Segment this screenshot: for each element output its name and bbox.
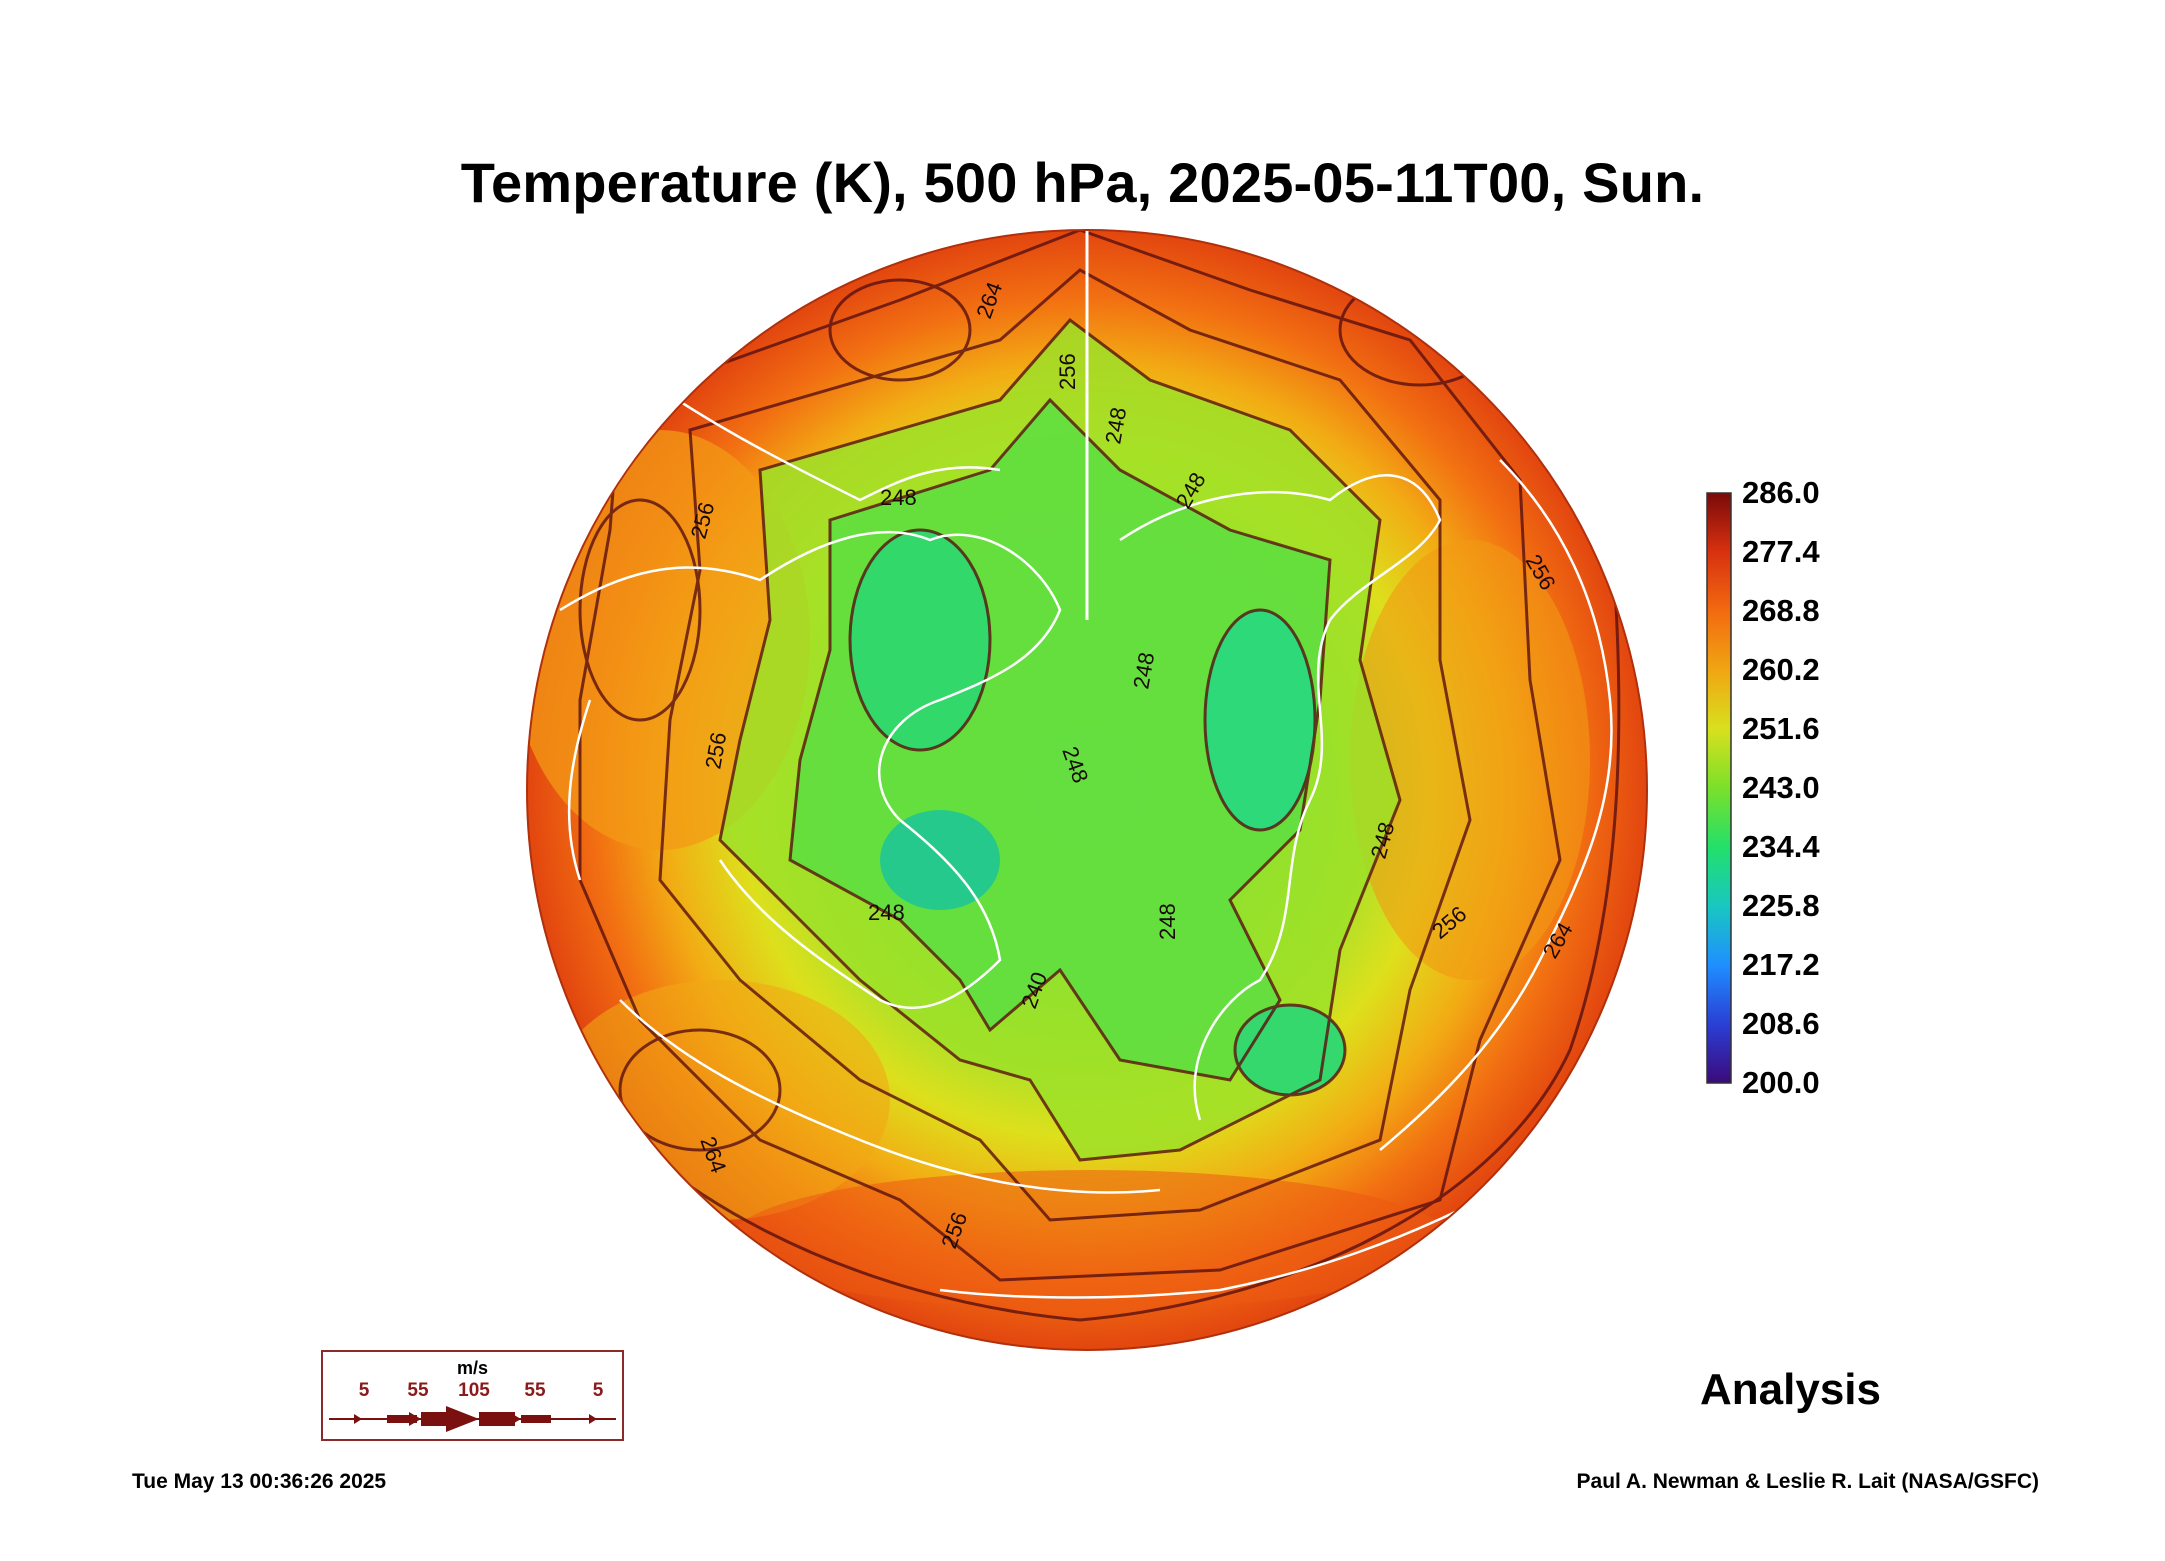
colorbar-tick-label: 243.0: [1742, 770, 1820, 805]
wind-legend-label: 5: [592, 1380, 604, 1401]
cold-core: [1205, 610, 1315, 830]
colorbar-tick-label: 268.8: [1742, 593, 1820, 628]
colorbar-tick-label: 208.6: [1742, 1006, 1820, 1041]
wind-legend-unit: m/s: [456, 1358, 489, 1378]
colorbar: [1706, 492, 1732, 1084]
cold-core: [880, 810, 1000, 910]
contour-label: 248: [1155, 903, 1180, 940]
wind-legend-label: 55: [524, 1380, 546, 1401]
product-label: Analysis: [1700, 1365, 1881, 1414]
contour-label: 248: [880, 485, 917, 510]
colorbar-tick-label: 260.2: [1742, 652, 1820, 687]
colorbar-tick-label: 225.8: [1742, 888, 1820, 923]
colorbar-tick-label: 234.4: [1742, 829, 1820, 864]
map-border: [526, 229, 1648, 1351]
wind-arrow-scale: [329, 1406, 616, 1432]
colorbar-tick-label: 251.6: [1742, 711, 1820, 746]
warm-band: [730, 1170, 1450, 1310]
wind-legend-label: 55: [407, 1380, 429, 1401]
colorbar-tick-label: 286.0: [1742, 475, 1820, 510]
wind-speed-legend: m/s 5 55 105 55 5: [321, 1350, 624, 1441]
chart-title: Temperature (K), 500 hPa, 2025-05-11T00,…: [460, 151, 1705, 214]
coastlines: [559, 358, 1613, 1299]
timestamp: Tue May 13 00:36:26 2025: [132, 1470, 387, 1493]
wind-legend-label: 105: [458, 1380, 490, 1401]
wind-legend-label: 5: [358, 1380, 370, 1401]
credit: Paul A. Newman & Leslie R. Lait (NASA/GS…: [1576, 1470, 2039, 1493]
colorbar-tick-label: 200.0: [1742, 1065, 1820, 1100]
contour-label: 248: [868, 900, 905, 925]
colorbar-tick-label: 277.4: [1742, 534, 1820, 569]
contour-label: 256: [1055, 353, 1080, 390]
colorbar-tick-label: 217.2: [1742, 947, 1820, 982]
